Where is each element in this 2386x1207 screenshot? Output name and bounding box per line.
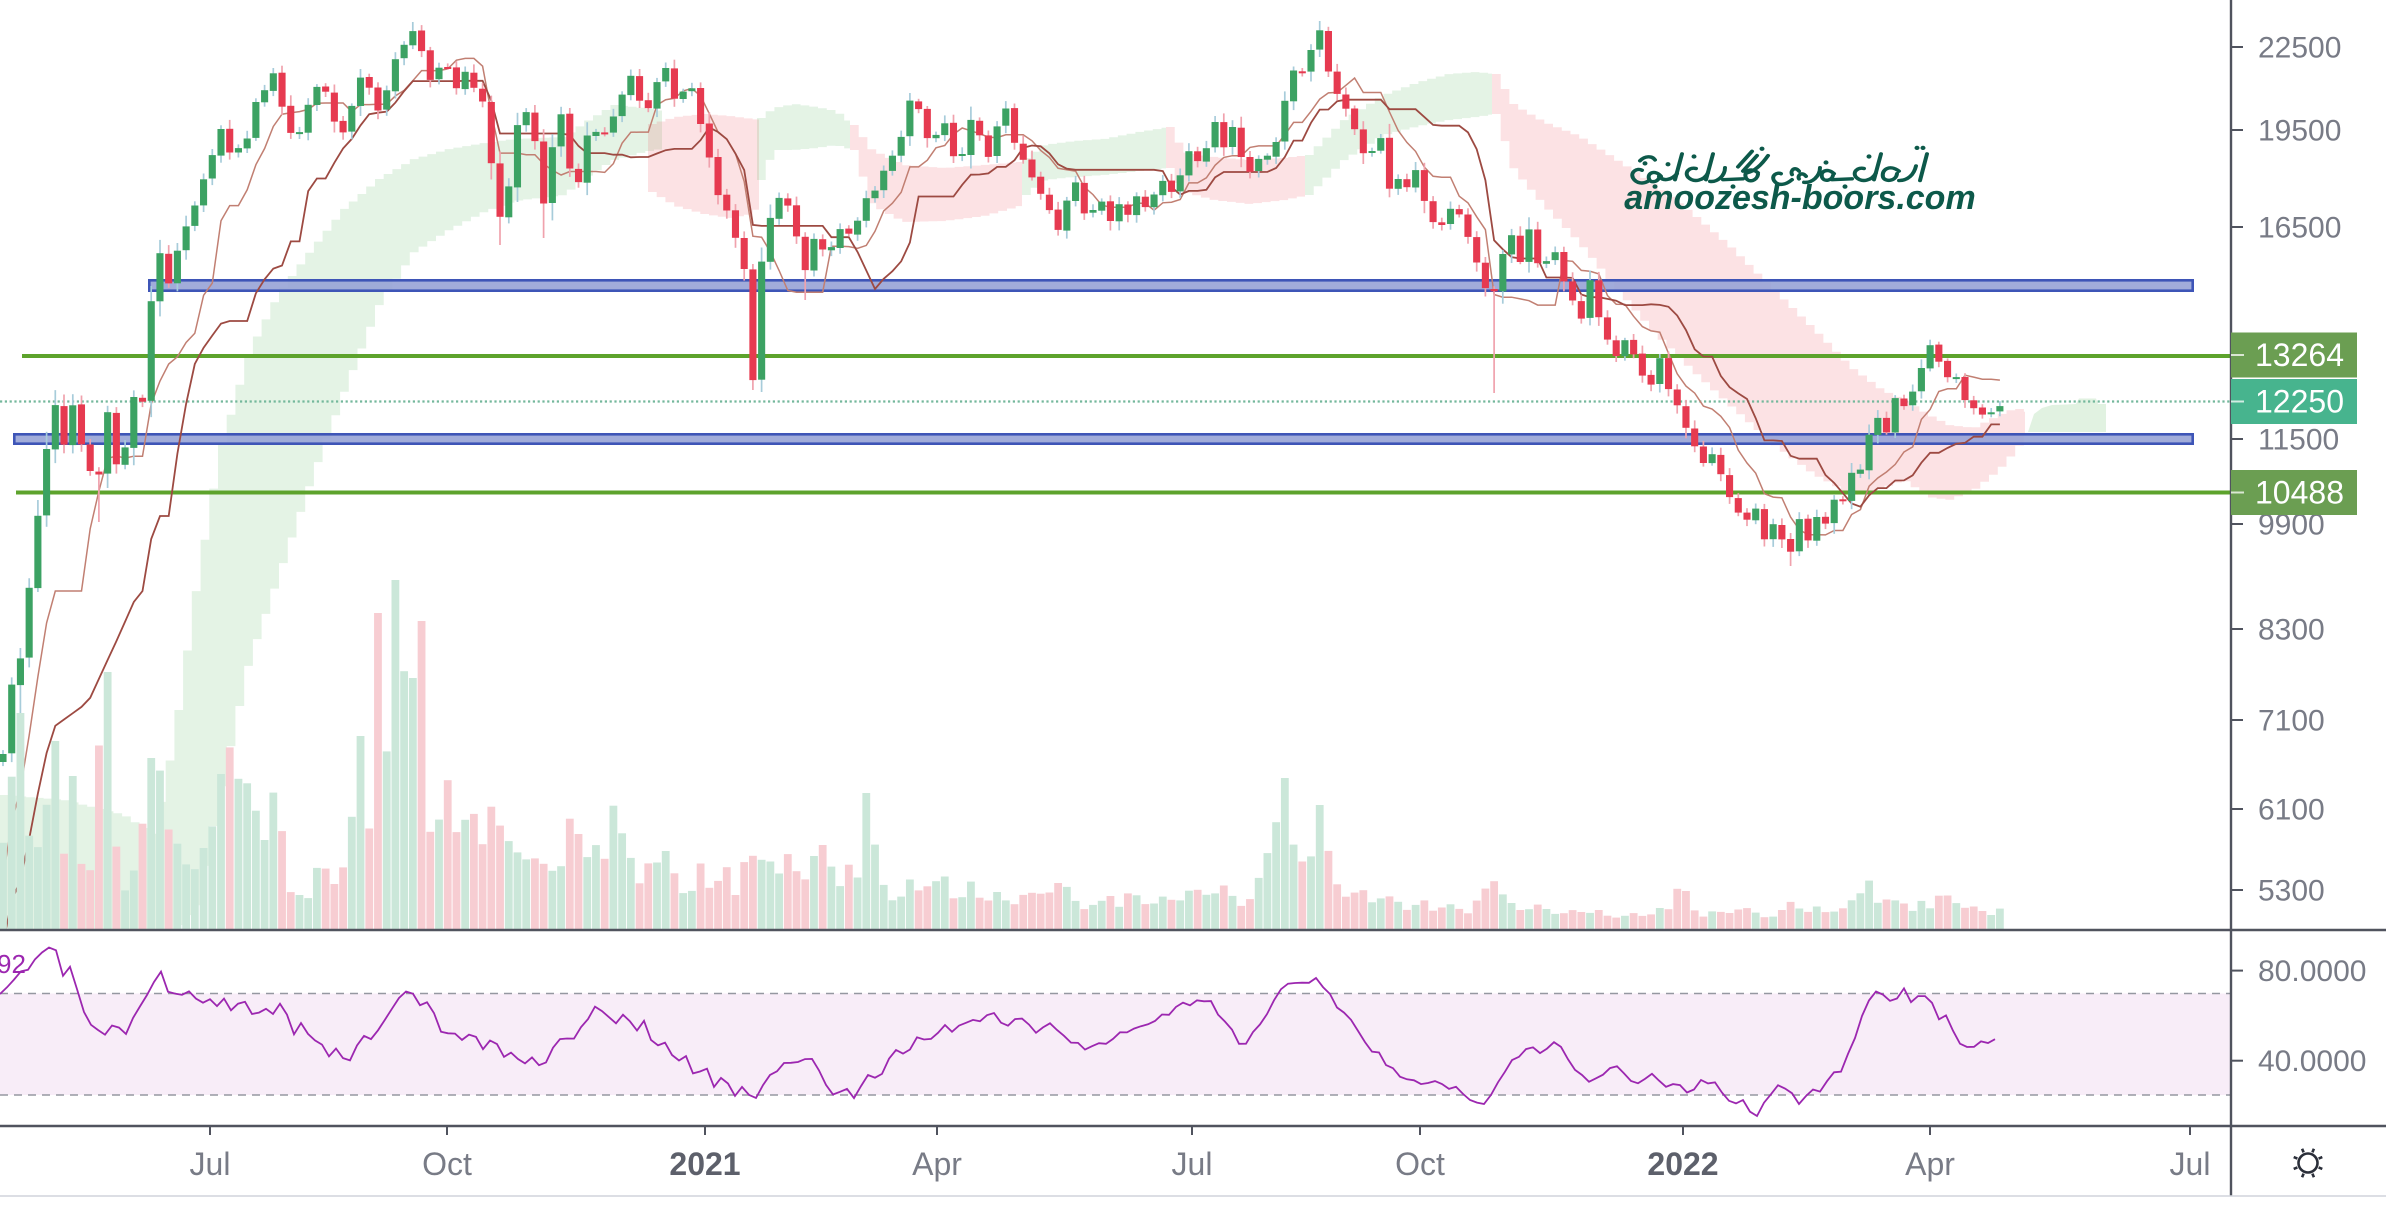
- svg-text:12250: 12250: [2255, 384, 2344, 420]
- svg-text:40.0000: 40.0000: [2258, 1045, 2366, 1078]
- svg-text:8300: 8300: [2258, 614, 2325, 647]
- svg-text:7100: 7100: [2258, 705, 2325, 738]
- svg-text:Oct: Oct: [1395, 1146, 1445, 1182]
- svg-text:2022: 2022: [1647, 1146, 1718, 1182]
- svg-text:Jul: Jul: [2170, 1146, 2211, 1182]
- svg-text:80.0000: 80.0000: [2258, 955, 2366, 988]
- svg-text:6100: 6100: [2258, 794, 2325, 827]
- svg-text:Jul: Jul: [190, 1146, 231, 1182]
- svg-text:13264: 13264: [2255, 337, 2344, 373]
- svg-text:Apr: Apr: [1905, 1146, 1955, 1182]
- svg-text:amoozesh-boors.com: amoozesh-boors.com: [1624, 179, 1975, 217]
- svg-text:16500: 16500: [2258, 212, 2341, 245]
- svg-text:Apr: Apr: [912, 1146, 962, 1182]
- svg-text:5300: 5300: [2258, 875, 2325, 908]
- svg-text:2021: 2021: [669, 1146, 740, 1182]
- svg-text:92: 92: [0, 949, 26, 979]
- svg-text:22500: 22500: [2258, 32, 2341, 65]
- svg-text:Oct: Oct: [422, 1146, 472, 1182]
- svg-text:Jul: Jul: [1172, 1146, 1213, 1182]
- svg-text:19500: 19500: [2258, 115, 2341, 148]
- svg-text:11500: 11500: [2258, 424, 2339, 457]
- svg-text:10488: 10488: [2255, 475, 2344, 511]
